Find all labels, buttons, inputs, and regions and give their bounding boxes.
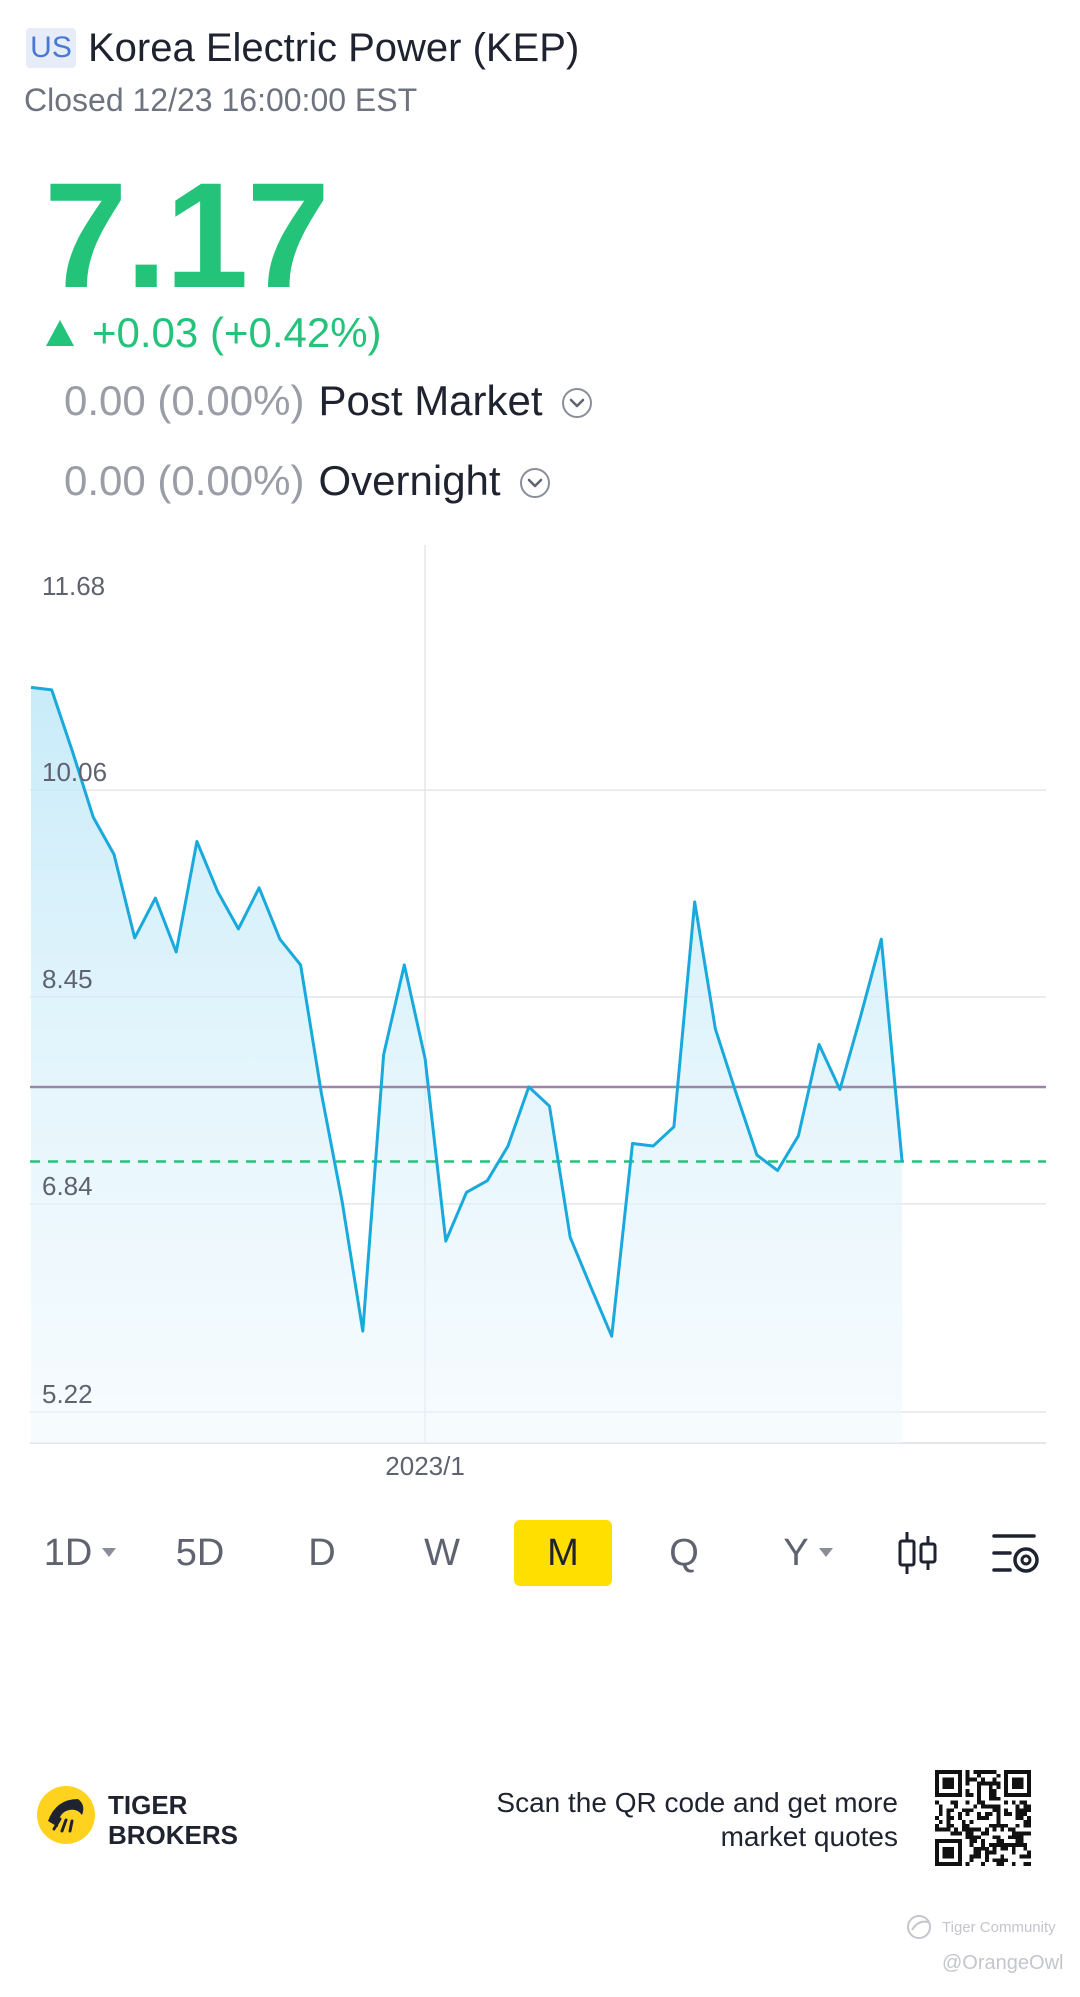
price-line xyxy=(30,685,904,1338)
last-price: 7.17 xyxy=(44,151,330,319)
timeframe-w[interactable]: W xyxy=(424,1532,460,1574)
stock-title: Korea Electric Power (KEP) xyxy=(88,26,580,70)
chart-settings-icon[interactable] xyxy=(990,1528,1042,1578)
price-change: +0.03 (+0.42%) xyxy=(92,309,382,356)
y-tick-label: 11.68 xyxy=(42,571,105,601)
y-tick-label: 8.45 xyxy=(42,964,93,994)
timeframe-q[interactable]: Q xyxy=(669,1532,699,1574)
overnight-label: Overnight xyxy=(318,457,501,504)
caret-down-icon xyxy=(818,1548,833,1557)
overnight-row[interactable]: 0.00 (0.00%) Overnight xyxy=(64,456,551,506)
market-badge: US xyxy=(26,28,76,68)
chevron-down-icon[interactable] xyxy=(519,467,551,499)
x-tick-label: 2023/1 xyxy=(385,1451,465,1481)
post-market-label: Post Market xyxy=(318,377,543,424)
author-handle: @OrangeOwl xyxy=(942,1952,1064,1974)
qr-code xyxy=(935,1770,1031,1866)
qr-promo-text: Scan the QR code and get more market quo… xyxy=(496,1787,898,1852)
price-chart[interactable]: 11.68 10.06 8.45 6.84 5.22 2023/1 xyxy=(0,545,1080,1485)
timeframe-1d[interactable]: 1D xyxy=(32,1520,128,1586)
timeframe-selector: 1D 5D D W M Q Y xyxy=(0,1520,1080,1590)
timeframe-m[interactable]: M xyxy=(514,1520,612,1586)
up-arrow-icon xyxy=(46,320,74,346)
price-change-row: +0.03 (+0.42%) xyxy=(46,308,382,358)
price-area xyxy=(31,687,903,1443)
tiger-community-icon xyxy=(907,1915,931,1939)
market-status: Closed 12/23 16:00:00 EST xyxy=(24,82,418,118)
post-market-value: 0.00 (0.00%) xyxy=(64,377,305,424)
candlestick-icon[interactable] xyxy=(896,1528,940,1578)
y-tick-label: 6.84 xyxy=(42,1171,93,1201)
y-tick-label: 10.06 xyxy=(42,757,107,787)
post-market-row[interactable]: 0.00 (0.00%) Post Market xyxy=(64,376,593,426)
timeframe-y[interactable]: Y xyxy=(760,1520,856,1586)
timeframe-d[interactable]: D xyxy=(308,1532,336,1574)
timeframe-5d[interactable]: 5D xyxy=(175,1532,225,1574)
chevron-down-icon[interactable] xyxy=(561,387,593,419)
y-tick-label: 5.22 xyxy=(42,1379,93,1409)
brand-name: TIGER BROKERS xyxy=(108,1790,239,1850)
tiger-brokers-logo xyxy=(37,1786,95,1844)
overnight-value: 0.00 (0.00%) xyxy=(64,457,305,504)
community-watermark: Tiger Community xyxy=(906,1914,1056,1940)
caret-down-icon xyxy=(102,1548,117,1557)
